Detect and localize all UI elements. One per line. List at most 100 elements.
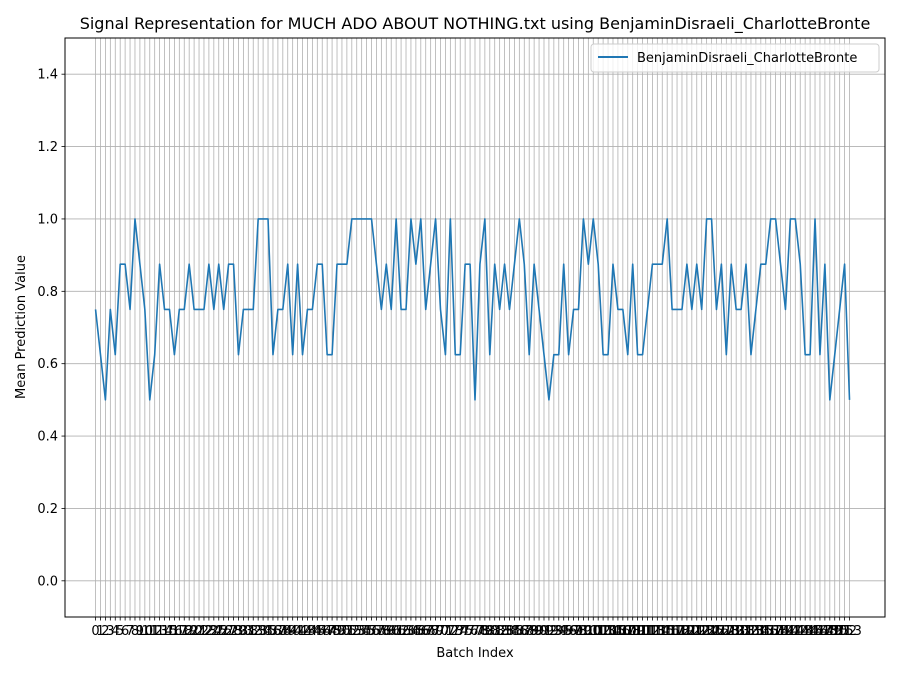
x-tick-label: 56 — [363, 624, 380, 639]
x-tick-label: 92 — [541, 624, 558, 639]
x-tick-label: 9 — [136, 624, 144, 639]
x-tick-label: 117 — [660, 624, 685, 639]
x-tick-label: 22 — [196, 624, 213, 639]
x-tick-label: 43 — [299, 624, 316, 639]
y-axis-label: Mean Prediction Value — [14, 255, 29, 399]
x-axis-ticks: 0123456789101112131415161718192021222324… — [91, 617, 862, 639]
x-tick-label: 123 — [689, 624, 714, 639]
x-tick-label: 116 — [655, 624, 680, 639]
x-tick-label: 62 — [393, 624, 410, 639]
x-tick-label: 127 — [709, 624, 734, 639]
x-tick-label: 80 — [482, 624, 499, 639]
x-grid — [95, 38, 850, 617]
x-tick-label: 13 — [151, 624, 168, 639]
x-tick-label: 27 — [220, 624, 237, 639]
x-tick-label: 140 — [773, 624, 798, 639]
x-tick-label: 133 — [739, 624, 764, 639]
y-tick-label: 1.0 — [37, 212, 58, 227]
x-tick-label: 31 — [240, 624, 257, 639]
x-tick-label: 136 — [753, 624, 778, 639]
x-tick-label: 139 — [768, 624, 793, 639]
x-tick-label: 24 — [206, 624, 223, 639]
x-tick-label: 118 — [665, 624, 690, 639]
y-tick-label: 1.4 — [37, 68, 58, 83]
x-tick-label: 34 — [255, 624, 272, 639]
x-tick-label: 101 — [581, 624, 606, 639]
x-tick-label: 134 — [743, 624, 768, 639]
x-tick-label: 45 — [309, 624, 326, 639]
x-tick-label: 102 — [586, 624, 611, 639]
y-axis-ticks: 0.0 0.2 0.4 0.6 0.8 1.0 1.2 1.4 — [37, 68, 65, 589]
x-tick-label: 71 — [437, 624, 454, 639]
x-tick-label: 91 — [536, 624, 553, 639]
x-tick-label: 100 — [576, 624, 601, 639]
x-tick-label: 122 — [684, 624, 709, 639]
x-tick-label: 69 — [427, 624, 444, 639]
x-tick-label: 15 — [161, 624, 178, 639]
x-tick-label: 88 — [521, 624, 538, 639]
x-tick-label: 83 — [496, 624, 513, 639]
x-tick-label: 72 — [442, 624, 459, 639]
x-tick-label: 57 — [368, 624, 385, 639]
x-tick-label: 87 — [516, 624, 533, 639]
x-tick-label: 39 — [279, 624, 296, 639]
x-tick-label: 108 — [615, 624, 640, 639]
x-tick-label: 137 — [758, 624, 783, 639]
x-tick-label: 151 — [827, 624, 852, 639]
x-tick-label: 48 — [324, 624, 341, 639]
x-tick-label: 82 — [491, 624, 508, 639]
series-line — [94, 218, 851, 401]
x-tick-label: 55 — [358, 624, 375, 639]
x-tick-label: 14 — [156, 624, 173, 639]
x-tick-label: 144 — [793, 624, 818, 639]
x-tick-label: 70 — [432, 624, 449, 639]
x-tick-label: 76 — [462, 624, 479, 639]
x-tick-label: 145 — [798, 624, 823, 639]
x-tick-label: 147 — [808, 624, 833, 639]
x-tick-label: 153 — [837, 624, 862, 639]
x-tick-label: 63 — [398, 624, 415, 639]
x-tick-label: 105 — [601, 624, 626, 639]
x-tick-label: 53 — [348, 624, 365, 639]
x-tick-label: 26 — [215, 624, 232, 639]
x-tick-label: 25 — [210, 624, 227, 639]
x-tick-label: 18 — [176, 624, 193, 639]
x-tick-label: 114 — [645, 624, 670, 639]
x-tick-label: 148 — [812, 624, 837, 639]
x-tick-label: 6 — [121, 624, 129, 639]
x-tick-label: 141 — [778, 624, 803, 639]
x-tick-label: 113 — [640, 624, 665, 639]
x-tick-label: 96 — [560, 624, 577, 639]
x-tick-label: 75 — [457, 624, 474, 639]
x-tick-label: 7 — [126, 624, 134, 639]
x-tick-label: 29 — [230, 624, 247, 639]
x-tick-label: 98 — [570, 624, 587, 639]
x-tick-label: 120 — [674, 624, 699, 639]
y-tick-label: 0.2 — [37, 502, 58, 517]
x-tick-label: 104 — [596, 624, 621, 639]
x-tick-label: 33 — [250, 624, 267, 639]
x-tick-label: 107 — [610, 624, 635, 639]
x-tick-label: 60 — [383, 624, 400, 639]
x-tick-label: 73 — [447, 624, 464, 639]
x-tick-label: 121 — [679, 624, 704, 639]
x-tick-label: 135 — [748, 624, 773, 639]
x-tick-label: 66 — [413, 624, 430, 639]
y-tick-label: 0.6 — [37, 357, 58, 372]
x-tick-label: 128 — [714, 624, 739, 639]
x-tick-label: 0 — [91, 624, 99, 639]
y-tick-label: 0.4 — [37, 430, 58, 445]
x-tick-label: 126 — [704, 624, 729, 639]
x-tick-label: 12 — [146, 624, 163, 639]
x-tick-label: 41 — [289, 624, 306, 639]
x-tick-label: 61 — [388, 624, 405, 639]
x-tick-label: 106 — [605, 624, 630, 639]
x-tick-label: 40 — [284, 624, 301, 639]
x-tick-label: 50 — [334, 624, 351, 639]
x-tick-label: 129 — [719, 624, 744, 639]
x-tick-label: 90 — [531, 624, 548, 639]
x-tick-label: 30 — [235, 624, 252, 639]
x-tick-label: 4 — [111, 624, 119, 639]
y-tick-label: 0.0 — [37, 574, 58, 589]
x-tick-label: 85 — [506, 624, 523, 639]
